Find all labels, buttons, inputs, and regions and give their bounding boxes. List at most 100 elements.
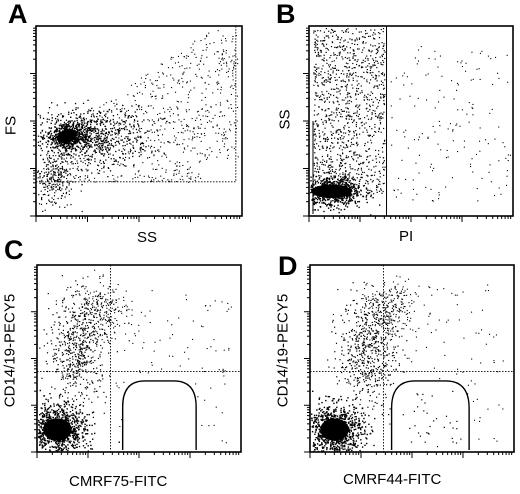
panel-a-event: [55, 128, 57, 131]
panel-a-event: [88, 162, 90, 164]
panel-b-event: [327, 155, 329, 157]
panel-b-event: [338, 133, 340, 135]
panel-a-event: [103, 171, 105, 173]
panel-a-event: [229, 128, 231, 130]
panel-a-event: [142, 142, 145, 145]
panel-c-event: [67, 419, 69, 422]
panel-b-event: [366, 201, 368, 204]
panel-a-event: [75, 142, 77, 145]
panel-a-event: [200, 123, 202, 125]
panel-c-event: [75, 430, 77, 433]
panel-a-event: [74, 139, 76, 141]
panel-a-event: [95, 132, 97, 135]
panel-b-event: [362, 131, 364, 133]
panel-a-event: [163, 84, 165, 86]
panel-a-event: [50, 178, 52, 180]
panel-b-event: [379, 119, 381, 121]
panel-a-event: [120, 175, 122, 177]
panel-a-event: [100, 148, 102, 151]
panel-b-event: [365, 191, 368, 193]
panel-b-event: [331, 60, 333, 63]
panel-a-event: [219, 116, 221, 118]
panel-a-event: [68, 147, 70, 149]
panel-b-event: [366, 174, 368, 176]
panel-b-event: [330, 74, 332, 76]
panel-a-event: [193, 87, 195, 89]
panel-a-event: [91, 138, 93, 141]
panel-a-event: [173, 135, 175, 137]
panel-b-event: [445, 157, 447, 159]
panel-a-event: [163, 142, 165, 144]
panel-b-event: [349, 115, 352, 117]
panel-b-event: [322, 202, 325, 204]
panel-a-event: [68, 123, 70, 125]
panel-c-event: [62, 409, 65, 411]
panel-a-event: [113, 121, 115, 123]
panel-b-event: [324, 71, 326, 74]
panel-c-event: [64, 419, 67, 421]
panel-a-event: [110, 139, 112, 141]
panel-a-event: [51, 201, 53, 203]
panel-b-event: [357, 115, 359, 118]
panel-b-event: [313, 66, 315, 68]
panel-a-event: [100, 130, 102, 133]
panel-b-event: [376, 191, 378, 193]
panel-b-event: [381, 54, 383, 56]
panel-b-event: [321, 161, 323, 164]
panel-b-event: [326, 183, 328, 185]
panel-c-event: [54, 446, 56, 448]
panel-b-event: [478, 68, 480, 70]
panel-a-event: [133, 164, 135, 166]
panel-b-event: [364, 142, 366, 145]
panel-a-event: [182, 179, 184, 181]
panel-a-event: [59, 186, 61, 188]
panel-a-event: [51, 142, 53, 145]
panel-a-event: [98, 170, 101, 172]
panel-a-event: [65, 170, 67, 172]
panel-c-event: [67, 415, 69, 417]
panel-b-event: [321, 40, 323, 42]
panel-a-event: [109, 149, 111, 151]
panel-a-xlabel: SS: [137, 229, 158, 246]
panel-b-event: [343, 158, 345, 160]
panel-c-event: [38, 432, 40, 435]
panel-b-event: [324, 181, 326, 183]
panel-a-event: [230, 93, 232, 95]
panel-b-event: [322, 121, 324, 123]
panel-a-event: [71, 148, 73, 150]
panel-b-event: [357, 168, 360, 170]
panel-a-event: [105, 132, 108, 134]
panel-b-event: [323, 182, 325, 184]
panel-b-event: [434, 131, 436, 133]
panel-a-event: [103, 167, 105, 169]
panel-b-event: [335, 200, 338, 202]
panel-b-event: [318, 166, 321, 168]
panel-a-event: [225, 50, 227, 52]
panel-a-event: [76, 127, 78, 129]
panel-b-event: [491, 108, 493, 110]
panel-a-event: [101, 128, 104, 130]
panel-b-event: [377, 183, 380, 185]
panel-a-event: [56, 115, 59, 118]
panel-a-event: [219, 152, 221, 154]
panel-b-event: [341, 180, 343, 183]
panel-b-event: [348, 194, 350, 196]
panel-a-event: [163, 118, 165, 120]
panel-b-event: [383, 127, 385, 130]
panel-a-event: [189, 130, 191, 132]
panel-a-event: [84, 155, 86, 157]
panel-c-event: [48, 406, 51, 409]
panel-c-event: [72, 413, 74, 415]
panel-a-event: [39, 175, 41, 177]
panel-b-event: [353, 193, 356, 195]
panel-c-event: [50, 440, 53, 443]
panel-b-event: [332, 208, 335, 211]
panel-b-xlabel: PI: [399, 228, 414, 245]
panel-a-event: [53, 141, 55, 143]
panel-b-event: [352, 87, 354, 89]
panel-b-event: [337, 97, 339, 99]
panel-b-event: [355, 154, 357, 156]
panel-a-event: [74, 125, 77, 127]
panel-c-event: [86, 433, 88, 435]
panel-b-event: [383, 43, 385, 45]
